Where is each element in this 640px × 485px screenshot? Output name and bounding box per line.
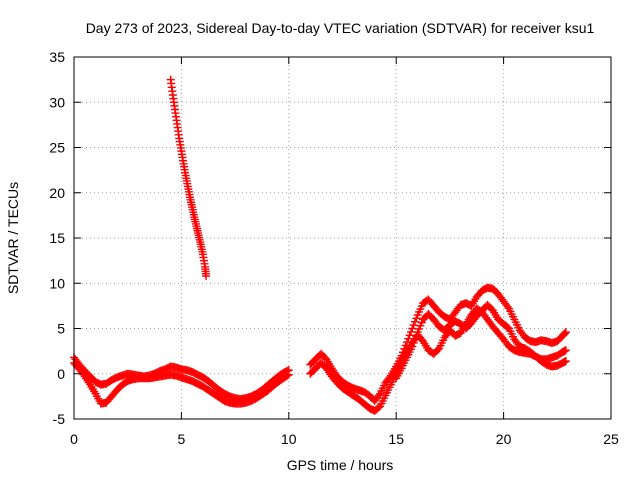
data-point xyxy=(374,391,383,400)
x-tick-label: 25 xyxy=(603,431,619,447)
data-point xyxy=(404,334,413,343)
data-point xyxy=(408,342,417,351)
x-tick-label: 5 xyxy=(178,431,186,447)
y-tick-label: 10 xyxy=(49,275,65,291)
x-tick-label: 15 xyxy=(388,431,404,447)
y-tick-label: 20 xyxy=(49,185,65,201)
chart-title: Day 273 of 2023, Sidereal Day-to-day VTE… xyxy=(86,20,595,36)
data-point xyxy=(410,317,419,326)
y-tick-label: 35 xyxy=(49,49,65,65)
data-markers xyxy=(70,75,570,415)
x-axis-label: GPS time / hours xyxy=(287,457,394,473)
y-tick-label: 30 xyxy=(49,94,65,110)
data-point xyxy=(385,373,394,382)
x-tick-label: 20 xyxy=(496,431,512,447)
data-point xyxy=(561,357,570,366)
y-tick-label: 5 xyxy=(57,321,65,337)
data-point xyxy=(412,314,421,323)
grid-lines xyxy=(74,57,611,419)
y-tick-label: 0 xyxy=(57,366,65,382)
data-point xyxy=(405,331,414,340)
data-point xyxy=(560,329,569,338)
data-point xyxy=(410,335,419,344)
data-point xyxy=(284,370,293,379)
data-point xyxy=(402,338,411,347)
data-point xyxy=(406,327,415,336)
data-point xyxy=(412,331,421,340)
y-tick-label: 15 xyxy=(49,230,65,246)
y-axis-label: SDTVAR / TECUs xyxy=(5,182,21,294)
sdtvar-main-c xyxy=(392,300,570,383)
data-point xyxy=(433,345,442,354)
data-point xyxy=(409,321,418,330)
y-tick-label: -5 xyxy=(53,411,66,427)
data-point xyxy=(283,371,292,380)
data-point xyxy=(561,329,570,338)
data-point xyxy=(503,302,512,311)
y-tick-label: 25 xyxy=(49,140,65,156)
data-point xyxy=(561,328,570,337)
sdtvar-spike xyxy=(166,75,211,281)
data-point xyxy=(202,272,211,281)
x-tick-label: 10 xyxy=(281,431,297,447)
axis-ticks xyxy=(73,56,612,420)
x-tick-label: 0 xyxy=(70,431,78,447)
data-point xyxy=(409,338,418,347)
data-point xyxy=(408,324,417,333)
data-point xyxy=(561,346,570,355)
